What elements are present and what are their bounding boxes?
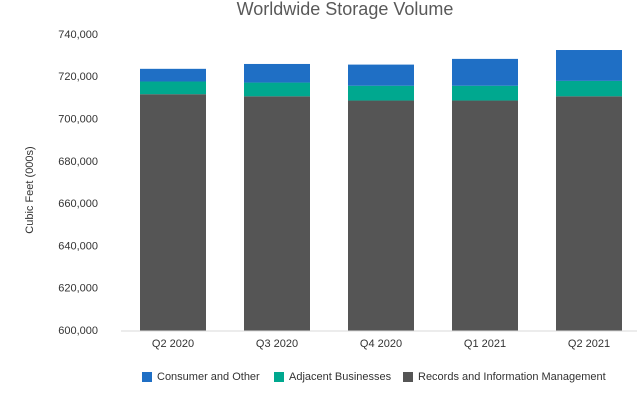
bar-segment xyxy=(244,96,310,331)
bar-segment xyxy=(348,85,414,101)
chart-title: Worldwide Storage Volume xyxy=(237,0,454,19)
y-tick-label: 600,000 xyxy=(58,325,98,337)
bar-segment xyxy=(244,63,310,83)
bar-segment xyxy=(348,64,414,86)
y-tick-label: 680,000 xyxy=(58,156,98,168)
x-tick-label: Q2 2020 xyxy=(152,338,194,350)
y-tick-label: 620,000 xyxy=(58,283,98,295)
legend-label: Adjacent Businesses xyxy=(289,371,392,383)
x-tick-label: Q4 2020 xyxy=(360,338,402,350)
bar-segment xyxy=(140,94,206,331)
y-tick-label: 720,000 xyxy=(58,71,98,83)
y-axis-label: Cubic Feet (000s) xyxy=(24,146,36,233)
y-tick-label: 740,000 xyxy=(58,29,98,41)
bar-segment xyxy=(140,68,206,82)
bar-segment xyxy=(452,58,518,86)
bar-segment xyxy=(348,100,414,332)
bar-segment xyxy=(452,100,518,332)
y-tick-label: 640,000 xyxy=(58,240,98,252)
legend-swatch xyxy=(403,372,413,382)
bar-segment xyxy=(140,81,206,95)
y-tick-label: 660,000 xyxy=(58,198,98,210)
x-tick-label: Q2 2021 xyxy=(568,338,610,350)
bar-segment xyxy=(244,82,310,97)
bar-segment xyxy=(452,85,518,101)
bar-segment xyxy=(556,80,622,97)
y-tick-label: 700,000 xyxy=(58,113,98,125)
legend-label: Records and Information Management xyxy=(418,371,606,383)
x-tick-label: Q1 2021 xyxy=(464,338,506,350)
bar-segment xyxy=(556,50,622,81)
bar-segment xyxy=(556,96,622,331)
legend-swatch xyxy=(274,372,284,382)
legend-label: Consumer and Other xyxy=(157,371,260,383)
x-tick-label: Q3 2020 xyxy=(256,338,298,350)
legend-swatch xyxy=(142,372,152,382)
